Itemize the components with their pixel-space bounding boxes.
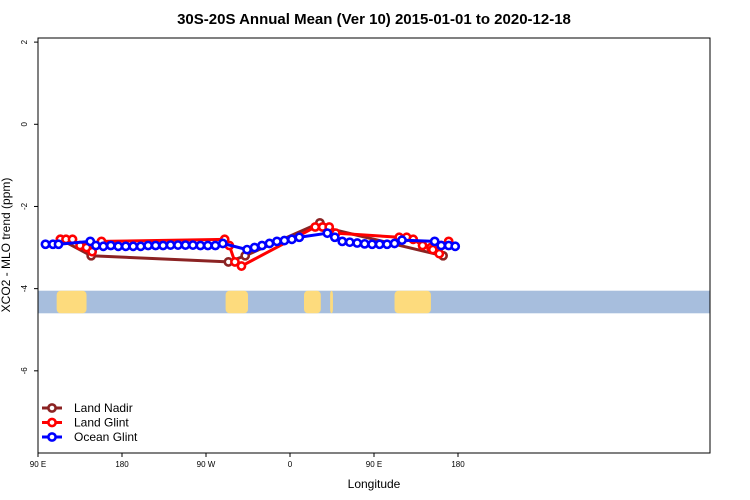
ocean-band bbox=[38, 290, 710, 314]
legend-item-land-nadir: Land Nadir bbox=[42, 401, 133, 415]
data-point-ocean-glint bbox=[389, 238, 400, 249]
data-point-ocean-glint bbox=[98, 241, 109, 252]
data-point-ocean-glint bbox=[90, 240, 101, 251]
legend-item-ocean-glint: Ocean Glint bbox=[42, 430, 138, 444]
y-axis-label: XCO2 - MLO trend (ppm) bbox=[0, 178, 13, 313]
y-tick-label: 2 bbox=[20, 39, 29, 44]
data-point-ocean-glint bbox=[242, 244, 252, 255]
data-point-ocean-glint bbox=[143, 240, 154, 251]
data-point-ocean-glint bbox=[374, 239, 385, 250]
data-point-ocean-glint bbox=[337, 236, 348, 247]
data-point-ocean-glint bbox=[272, 236, 282, 247]
legend-swatch-marker bbox=[47, 417, 57, 428]
land-band bbox=[38, 290, 710, 314]
data-point-ocean-glint bbox=[279, 235, 290, 246]
x-tick-label: 0 bbox=[288, 460, 293, 469]
data-point-ocean-glint bbox=[329, 232, 340, 243]
series-ocean-glint bbox=[40, 228, 461, 255]
data-point-ocean-glint bbox=[436, 240, 447, 251]
data-point-ocean-glint bbox=[397, 235, 407, 246]
land-mass bbox=[304, 290, 321, 314]
y-axis: 2 0 -2 -4 -6 bbox=[20, 39, 38, 374]
data-point-ocean-glint bbox=[257, 240, 267, 251]
x-axis-label: Longitude bbox=[348, 477, 401, 491]
series-layer bbox=[40, 218, 461, 271]
data-point-ocean-glint bbox=[264, 238, 275, 249]
x-tick-label: 180 bbox=[451, 460, 465, 469]
data-point-ocean-glint bbox=[352, 238, 363, 248]
y-tick-label: -6 bbox=[20, 367, 29, 375]
legend-label: Land Nadir bbox=[74, 401, 133, 415]
legend-swatch-marker bbox=[47, 403, 57, 413]
data-point-land-glint bbox=[427, 244, 438, 255]
legend-label: Land Glint bbox=[74, 416, 129, 430]
legend-label: Ocean Glint bbox=[74, 430, 138, 444]
data-point-ocean-glint bbox=[158, 240, 168, 251]
data-point-ocean-glint bbox=[367, 239, 378, 250]
data-point-ocean-glint bbox=[120, 241, 131, 252]
data-point-ocean-glint bbox=[180, 240, 191, 250]
x-tick-label: 90 E bbox=[30, 460, 46, 469]
y-tick-label: -2 bbox=[20, 202, 29, 210]
data-point-land-glint bbox=[417, 240, 428, 251]
data-point-ocean-glint bbox=[53, 239, 64, 250]
legend-swatch-marker bbox=[47, 432, 57, 442]
legend-item-land-glint: Land Glint bbox=[42, 416, 129, 430]
data-point-ocean-glint bbox=[195, 240, 206, 251]
data-point-land-glint bbox=[236, 261, 247, 271]
data-point-ocean-glint bbox=[294, 232, 305, 243]
data-point-ocean-glint bbox=[128, 241, 139, 252]
data-point-ocean-glint bbox=[382, 239, 392, 250]
data-point-ocean-glint bbox=[249, 242, 260, 253]
x-tick-label: 90 W bbox=[197, 460, 216, 469]
data-point-ocean-glint bbox=[344, 237, 355, 248]
data-point-ocean-glint bbox=[450, 241, 461, 252]
land-mass bbox=[56, 290, 87, 314]
data-point-ocean-glint bbox=[286, 234, 297, 245]
data-point-ocean-glint bbox=[173, 240, 183, 250]
data-point-ocean-glint bbox=[113, 241, 124, 252]
data-point-ocean-glint bbox=[217, 238, 228, 249]
y-tick-label: 0 bbox=[20, 122, 29, 127]
chart-title: 30S-20S Annual Mean (Ver 10) 2015-01-01 … bbox=[177, 11, 571, 28]
land-mass bbox=[225, 290, 248, 314]
data-point-ocean-glint bbox=[135, 241, 146, 252]
data-point-ocean-glint bbox=[150, 240, 161, 251]
data-point-ocean-glint bbox=[188, 240, 198, 250]
x-tick-label: 180 bbox=[115, 460, 129, 469]
y-tick-label: -4 bbox=[20, 285, 29, 293]
data-point-ocean-glint bbox=[429, 236, 440, 247]
x-tick-label: 90 E bbox=[366, 460, 382, 469]
data-point-land-glint bbox=[434, 248, 445, 259]
data-point-ocean-glint bbox=[40, 239, 51, 250]
data-point-ocean-glint bbox=[105, 240, 116, 251]
land-mass bbox=[330, 290, 333, 314]
land-mass bbox=[394, 290, 431, 314]
data-point-land-glint bbox=[310, 222, 321, 232]
data-point-ocean-glint bbox=[359, 238, 370, 249]
data-point-ocean-glint bbox=[202, 240, 213, 251]
data-point-ocean-glint bbox=[322, 228, 333, 239]
data-point-land-glint bbox=[230, 257, 240, 267]
x-axis: 90 E 180 90 W 0 90 E 180 bbox=[30, 453, 465, 469]
data-point-ocean-glint bbox=[210, 240, 221, 251]
data-point-ocean-glint bbox=[165, 240, 176, 250]
